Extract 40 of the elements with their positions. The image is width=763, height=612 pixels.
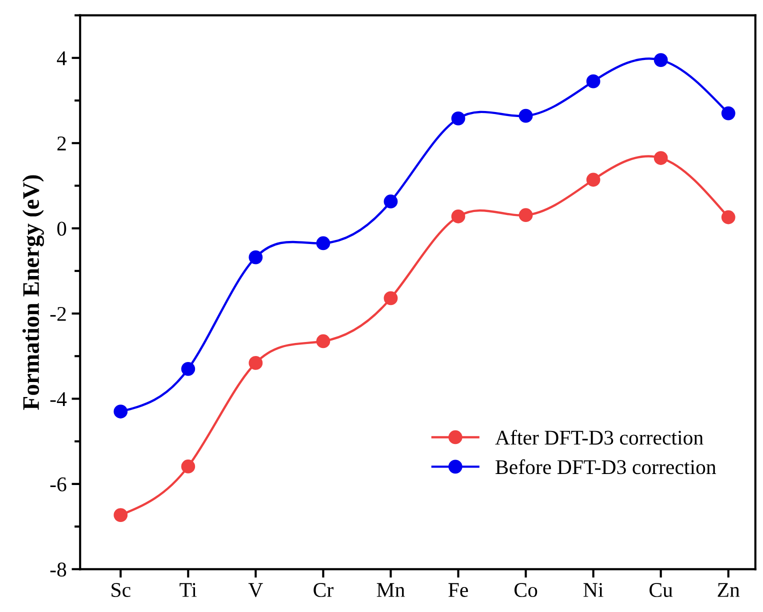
y-tick-label: -6: [50, 477, 66, 492]
y-tick-label: 2: [57, 136, 66, 150]
legend-label: After DFT-D3 correction: [495, 430, 704, 445]
x-tick-label: Fe: [448, 583, 468, 598]
point: [586, 74, 600, 88]
x-tick-label: Cu: [650, 583, 673, 598]
point: [451, 111, 466, 126]
point: [654, 53, 668, 67]
x-tick-label: Ti: [180, 583, 197, 597]
point: [248, 250, 263, 264]
point: [114, 404, 128, 418]
point: [181, 460, 196, 474]
point: [721, 210, 736, 224]
x-tick-label: Sc: [112, 583, 130, 598]
x-tick-label: Co: [514, 583, 538, 598]
point: [721, 106, 736, 120]
point: [654, 151, 668, 165]
y-axis-title: Formation Energy (eV): [22, 175, 44, 410]
point: [518, 108, 533, 123]
point: [316, 236, 330, 250]
point: [248, 356, 263, 370]
x-tick-label: Cr: [314, 583, 334, 598]
point: [586, 172, 600, 187]
point: [518, 208, 533, 222]
point: [384, 194, 398, 208]
point: [316, 334, 330, 348]
x-tick-label: Zn: [718, 583, 740, 597]
y-tick-label: -4: [50, 392, 67, 406]
y-tick-label: -8: [50, 562, 66, 577]
y-tick-label: -2: [50, 306, 66, 321]
point: [384, 291, 398, 306]
y-tick-label: 0: [57, 222, 66, 236]
point: [451, 209, 466, 224]
legend-label: Before DFT-D3 correction: [496, 459, 716, 474]
point: [181, 362, 196, 376]
x-tick-label: V: [248, 583, 263, 598]
y-tick-label: 4: [56, 51, 67, 66]
x-tick-label: Mn: [376, 583, 405, 597]
point: [114, 508, 128, 522]
x-tick-label: Ni: [583, 583, 604, 597]
